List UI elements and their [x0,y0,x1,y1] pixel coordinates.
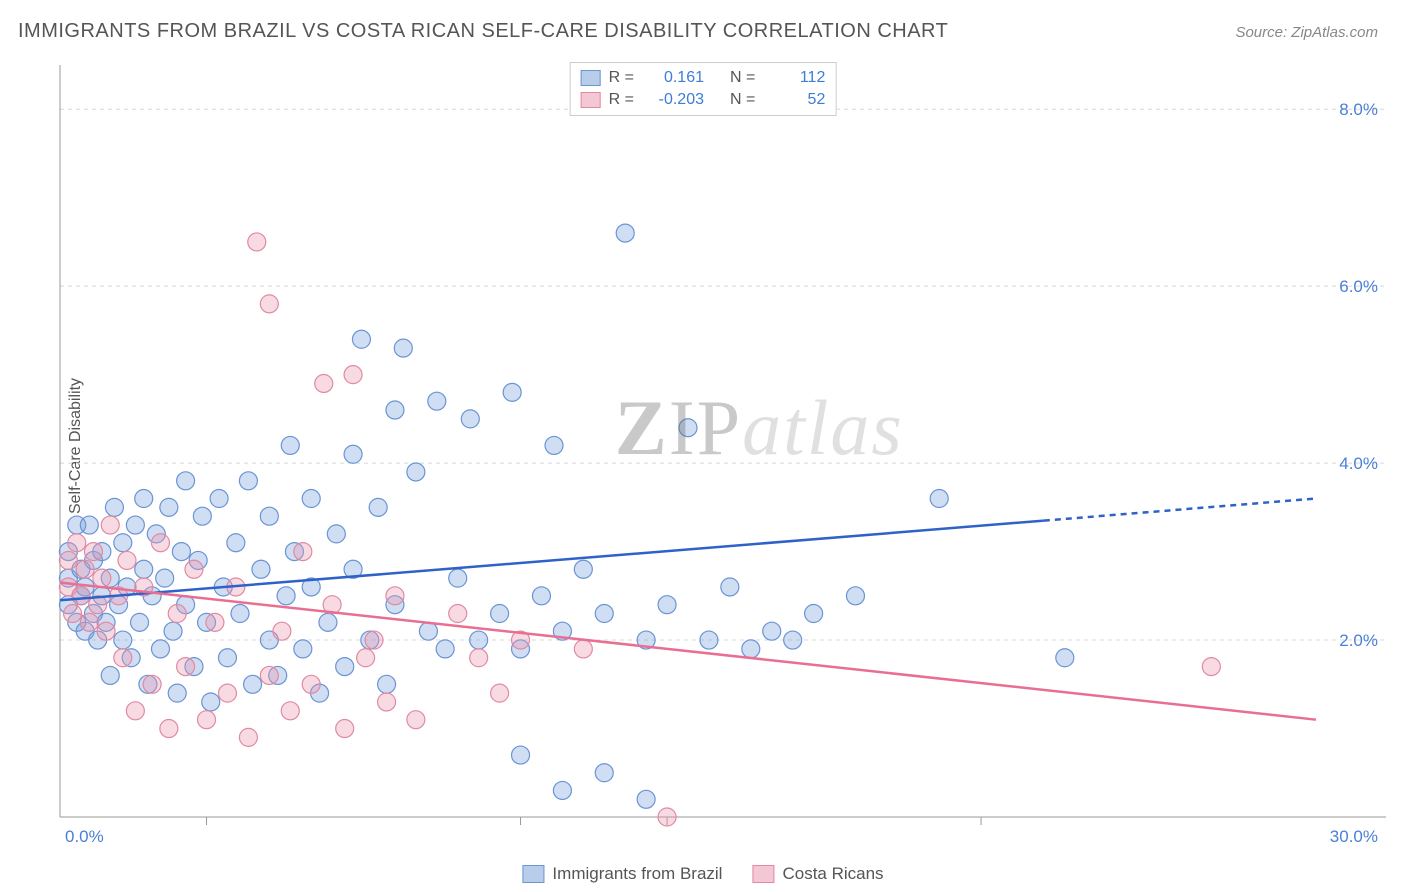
legend-item-costarica: Costa Ricans [752,864,883,884]
legend-r-value-costarica: -0.203 [642,91,704,109]
legend-n-value-costarica: 52 [763,91,825,109]
scatter-plot-svg: 2.0% 4.0% 6.0% 8.0% 0.0% 30.0% [50,60,1386,852]
legend-n-label: N = [730,91,755,109]
legend-row-costarica: R = -0.203 N = 52 [581,89,826,111]
legend-swatch-costarica-bottom [752,865,774,883]
legend-correlation-box: R = 0.161 N = 112 R = -0.203 N = 52 [570,62,837,116]
legend-r-label: R = [609,91,634,109]
svg-text:0.0%: 0.0% [65,827,104,846]
legend-item-brazil: Immigrants from Brazil [522,864,722,884]
legend-label-brazil: Immigrants from Brazil [552,864,722,884]
source-label: Source: ZipAtlas.com [1235,24,1378,41]
svg-text:30.0%: 30.0% [1330,827,1378,846]
chart-area: 2.0% 4.0% 6.0% 8.0% 0.0% 30.0% [50,60,1386,852]
legend-swatch-costarica [581,92,601,108]
svg-text:4.0%: 4.0% [1339,454,1378,473]
legend-r-value-brazil: 0.161 [642,69,704,87]
svg-text:6.0%: 6.0% [1339,277,1378,296]
legend-n-value-brazil: 112 [763,69,825,87]
legend-label-costarica: Costa Ricans [782,864,883,884]
legend-series: Immigrants from Brazil Costa Ricans [522,864,883,884]
legend-r-label: R = [609,69,634,87]
legend-swatch-brazil [581,70,601,86]
legend-row-brazil: R = 0.161 N = 112 [581,67,826,89]
chart-title: IMMIGRANTS FROM BRAZIL VS COSTA RICAN SE… [18,20,948,43]
svg-text:2.0%: 2.0% [1339,631,1378,650]
legend-swatch-brazil-bottom [522,865,544,883]
svg-text:8.0%: 8.0% [1339,100,1378,119]
legend-n-label: N = [730,69,755,87]
